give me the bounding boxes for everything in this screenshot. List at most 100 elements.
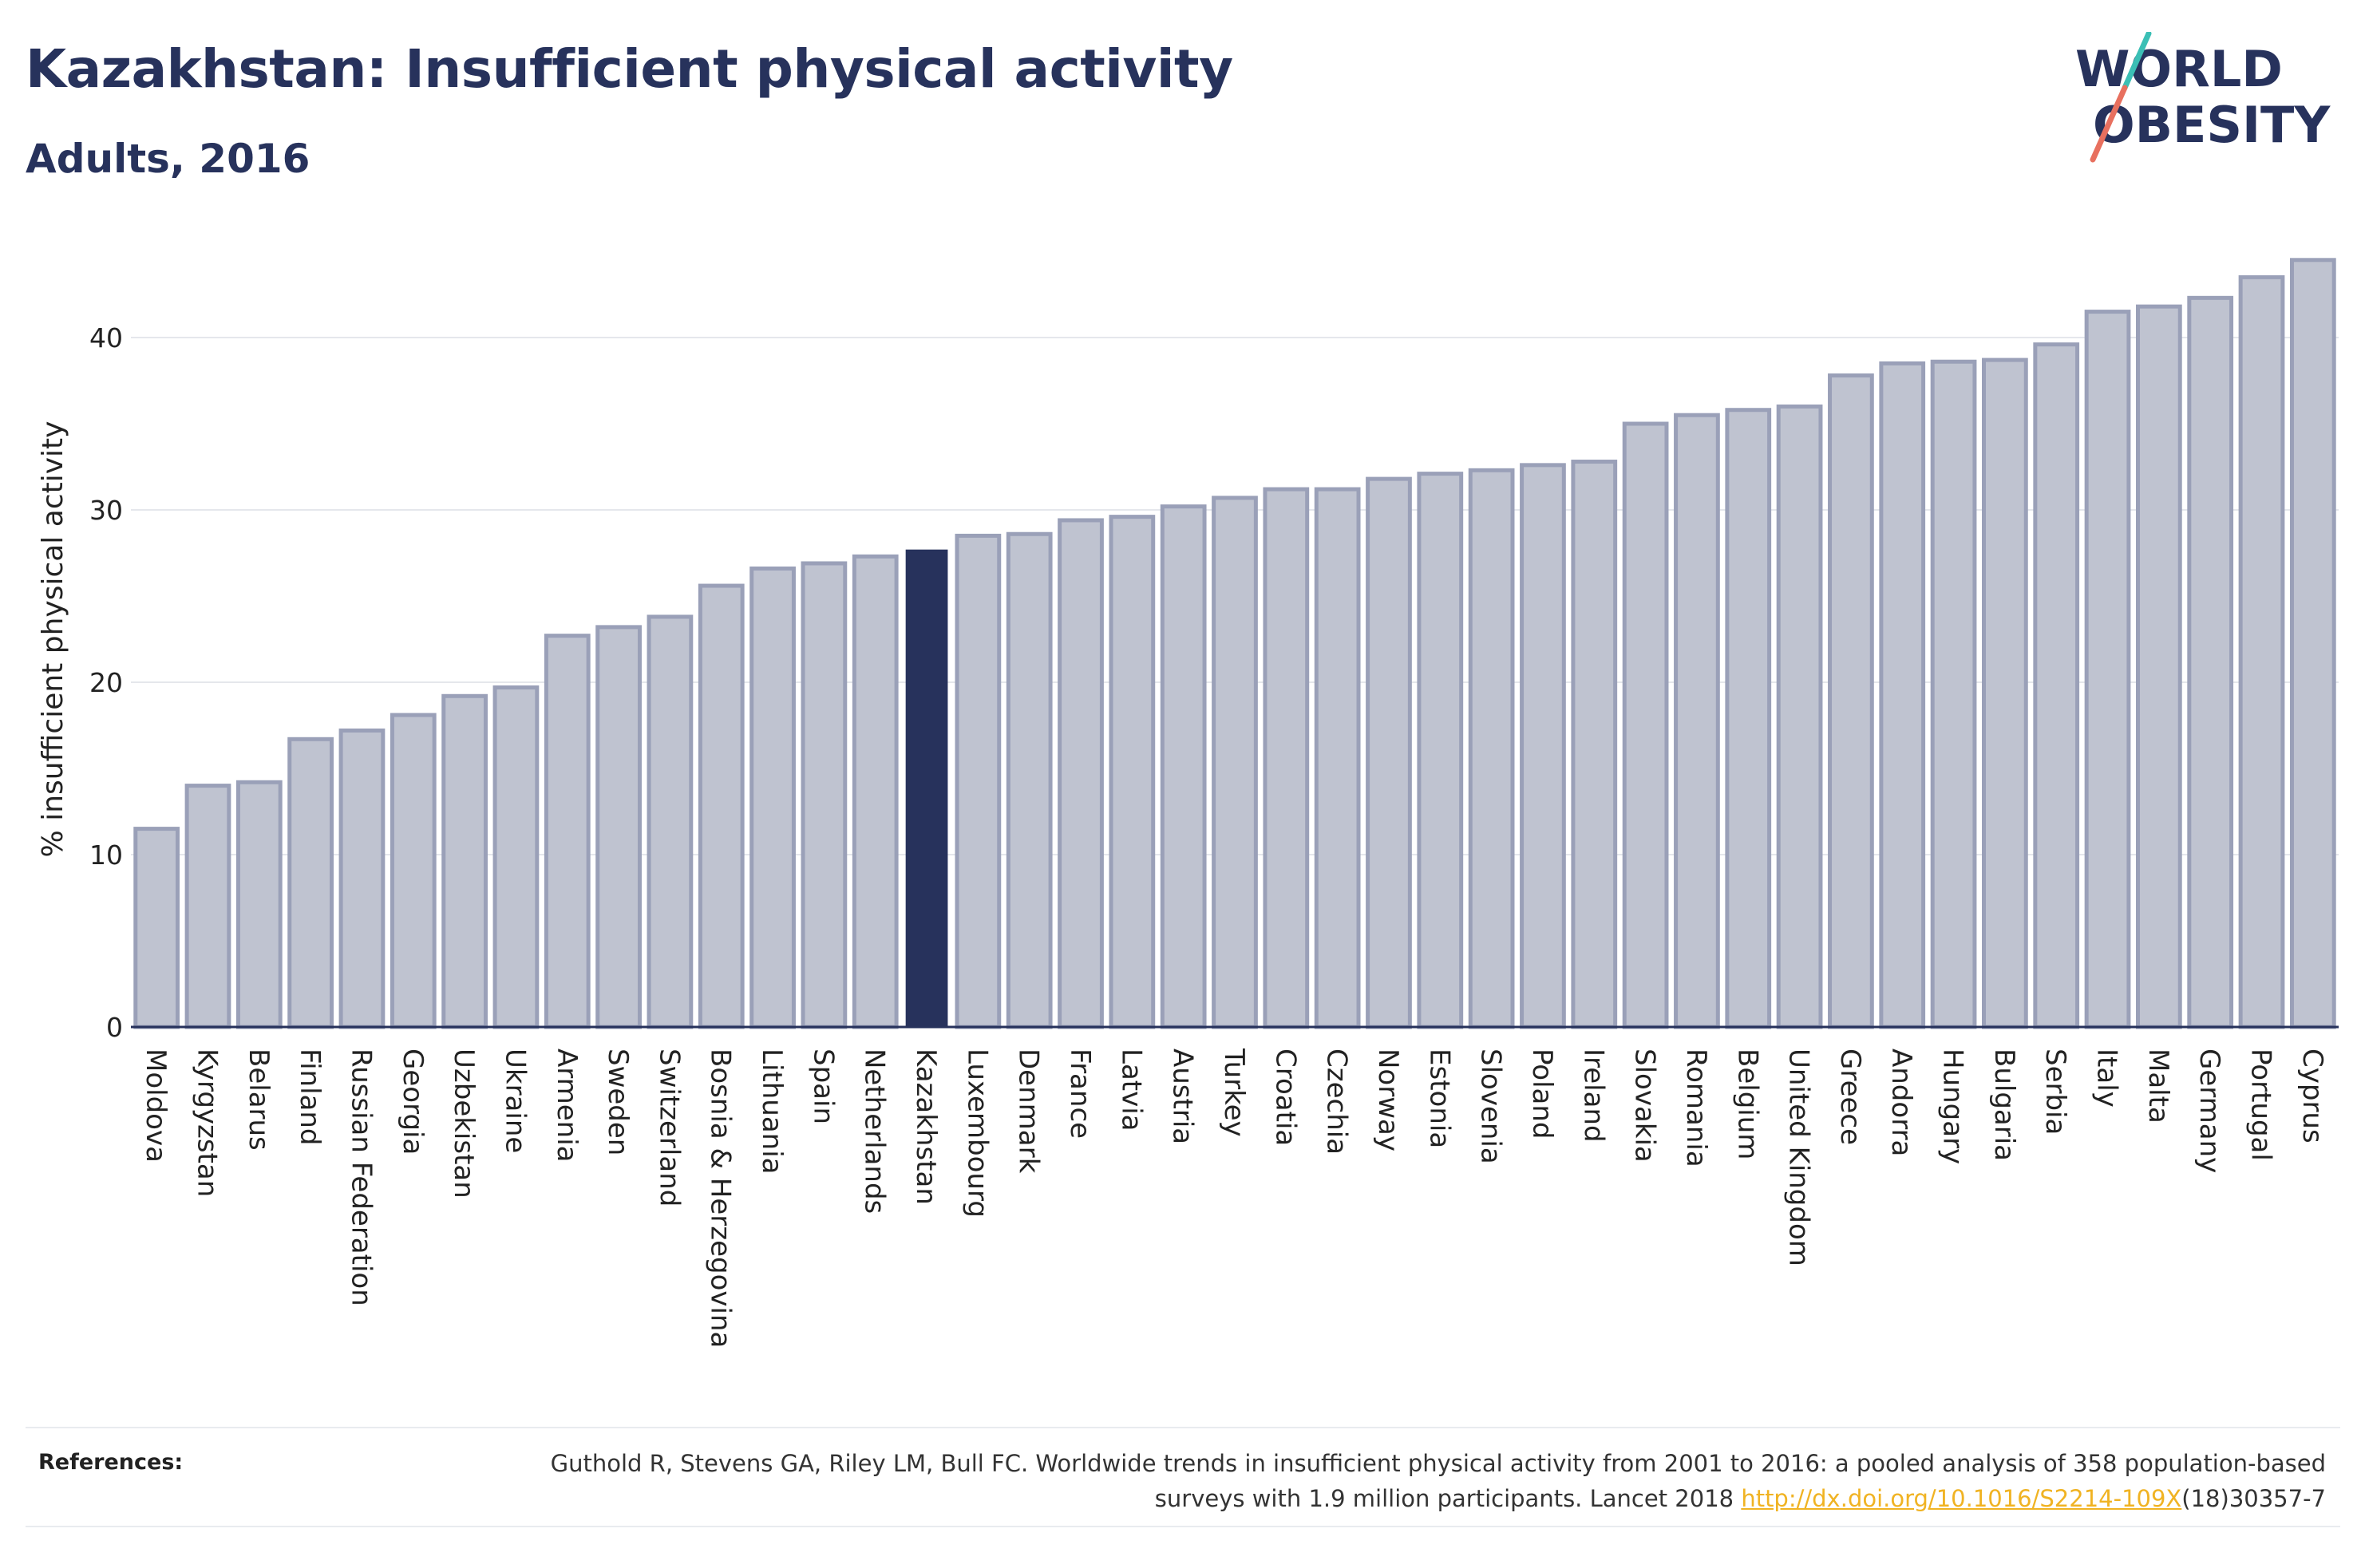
citation-suffix: (18)30357-7 (2181, 1485, 2326, 1512)
x-tick-label-portugal: Portugal (2245, 1049, 2277, 1161)
x-tick-label-luxembourg: Luxembourg (961, 1049, 993, 1218)
bar-belgium[interactable] (1725, 408, 1772, 1029)
bar-hungary[interactable] (1930, 359, 1977, 1029)
bar-germany[interactable] (2187, 295, 2234, 1029)
x-tick-label-norway: Norway (1372, 1049, 1404, 1151)
y-tick-label-20: 20 (89, 667, 123, 698)
bar-russian-federation[interactable] (338, 728, 386, 1029)
x-tick-label-romania: Romania (1680, 1049, 1712, 1167)
bar-ukraine[interactable] (492, 685, 540, 1029)
bar-portugal[interactable] (2238, 274, 2285, 1029)
x-tick-label-lithuania: Lithuania (756, 1049, 788, 1174)
bar-bulgaria[interactable] (1982, 357, 2028, 1029)
bar-kazakhstan[interactable] (905, 549, 948, 1027)
bar-kyrgyzstan[interactable] (184, 784, 231, 1029)
x-tick-label-kazakhstan: Kazakhstan (910, 1049, 942, 1205)
doi-link[interactable]: http://dx.doi.org/10.1016/S2214-109X (1741, 1485, 2182, 1512)
bar-lithuania[interactable] (749, 566, 796, 1029)
bar-andorra[interactable] (1879, 361, 1926, 1029)
bar-croatia[interactable] (1263, 487, 1310, 1029)
bar-armenia[interactable] (544, 634, 591, 1029)
references-label: References: (38, 1450, 184, 1475)
bar-turkey[interactable] (1212, 496, 1258, 1029)
x-tick-label-switzerland: Switzerland (653, 1049, 685, 1207)
x-tick-label-czechia: Czechia (1321, 1049, 1353, 1155)
x-tick-label-poland: Poland (1526, 1049, 1558, 1139)
logo-slash-coral (2090, 85, 2128, 163)
bar-bosnia-herzegovina[interactable] (698, 583, 745, 1029)
bar-poland[interactable] (1520, 463, 1566, 1029)
x-tick-label-andorra: Andorra (1885, 1049, 1917, 1156)
bar-greece[interactable] (1828, 373, 1874, 1029)
x-tick-label-slovenia: Slovenia (1475, 1049, 1507, 1164)
x-tick-label-serbia: Serbia (2039, 1049, 2071, 1135)
x-tick-label-belarus: Belarus (243, 1049, 275, 1151)
bar-slovenia[interactable] (1468, 468, 1515, 1029)
x-tick-label-cyprus: Cyprus (2296, 1049, 2328, 1143)
references-top-divider (26, 1427, 2340, 1428)
x-tick-label-finland: Finland (294, 1049, 326, 1146)
chart-subtitle: Adults, 2016 (26, 136, 310, 182)
bar-belarus[interactable] (235, 780, 283, 1029)
x-tick-label-netherlands: Netherlands (859, 1049, 891, 1214)
bar-austria[interactable] (1160, 504, 1207, 1029)
bar-finland[interactable] (287, 737, 334, 1029)
bar-malta[interactable] (2135, 304, 2182, 1029)
x-tick-label-united-kingdom: United Kingdom (1783, 1049, 1815, 1266)
x-tick-label-denmark: Denmark (1013, 1049, 1045, 1174)
bar-uzbekistan[interactable] (441, 693, 488, 1029)
references-bottom-divider (26, 1526, 2340, 1527)
references-citation: Guthold R, Stevens GA, Riley LM, Bull FC… (490, 1446, 2326, 1516)
bar-moldova[interactable] (133, 827, 180, 1029)
x-tick-label-bosnia-herzegovina: Bosnia & Herzegovina (705, 1049, 737, 1348)
bar-united-kingdom[interactable] (1776, 404, 1823, 1029)
x-tick-label-malta: Malta (2142, 1049, 2174, 1124)
y-axis-title: % insufficient physical activity (37, 421, 69, 858)
x-tick-label-croatia: Croatia (1269, 1049, 1301, 1146)
x-tick-label-italy: Italy (2091, 1049, 2123, 1108)
bar-sweden[interactable] (595, 625, 642, 1029)
bar-latvia[interactable] (1109, 515, 1156, 1029)
bar-france[interactable] (1058, 518, 1104, 1029)
bar-norway[interactable] (1366, 476, 1412, 1029)
bar-netherlands[interactable] (852, 554, 899, 1029)
x-tick-label-france: France (1064, 1049, 1096, 1139)
x-tick-label-belgium: Belgium (1731, 1049, 1763, 1159)
x-tick-label-turkey: Turkey (1218, 1048, 1250, 1137)
bar-georgia[interactable] (390, 713, 437, 1029)
x-tick-label-latvia: Latvia (1115, 1049, 1147, 1132)
bar-chart: 0 10 20 30 40 % insufficient physical activit… (37, 258, 2339, 1348)
x-tick-label-bulgaria: Bulgaria (1988, 1049, 2020, 1161)
x-tick-label-sweden: Sweden (602, 1049, 634, 1155)
logo-line-1: WORLD (2075, 40, 2283, 98)
x-tick-label-russian-federation: Russian Federation (345, 1049, 377, 1306)
citation-text: Guthold R, Stevens GA, Riley LM, Bull FC… (550, 1450, 2326, 1512)
bar-denmark[interactable] (1006, 531, 1053, 1029)
bar-switzerland[interactable] (647, 614, 694, 1029)
chart-title: Kazakhstan: Insufficient physical activi… (26, 38, 1233, 100)
x-tick-label-estonia: Estonia (1423, 1049, 1455, 1148)
logo-line-2: OBESITY (2093, 96, 2331, 154)
bar-cyprus[interactable] (2289, 258, 2336, 1029)
x-tick-label-hungary: Hungary (1937, 1049, 1969, 1164)
logo-slash-teal (2122, 32, 2152, 91)
x-tick-label-uzbekistan: Uzbekistan (448, 1049, 480, 1199)
x-tick-label-kyrgyzstan: Kyrgyzstan (191, 1049, 223, 1197)
bar-czechia[interactable] (1314, 487, 1361, 1029)
bar-italy[interactable] (2084, 310, 2131, 1029)
world-obesity-logo: WORLD OBESITY (2075, 32, 2331, 163)
bar-luxembourg[interactable] (955, 533, 1002, 1029)
y-tick-label-30: 30 (89, 495, 123, 526)
bar-ireland[interactable] (1571, 460, 1618, 1029)
x-tick-label-germany: Germany (2193, 1049, 2225, 1173)
x-tick-label-moldova: Moldova (140, 1049, 172, 1163)
x-tick-label-greece: Greece (1834, 1049, 1866, 1145)
x-tick-label-armenia: Armenia (551, 1049, 583, 1163)
bar-spain[interactable] (801, 561, 848, 1029)
bar-serbia[interactable] (2033, 342, 2080, 1029)
x-tick-label-spain: Spain (807, 1049, 839, 1124)
bar-romania[interactable] (1674, 413, 1720, 1029)
x-tick-label-ukraine: Ukraine (499, 1049, 531, 1153)
bar-estonia[interactable] (1417, 472, 1464, 1029)
bar-slovakia[interactable] (1622, 421, 1669, 1029)
